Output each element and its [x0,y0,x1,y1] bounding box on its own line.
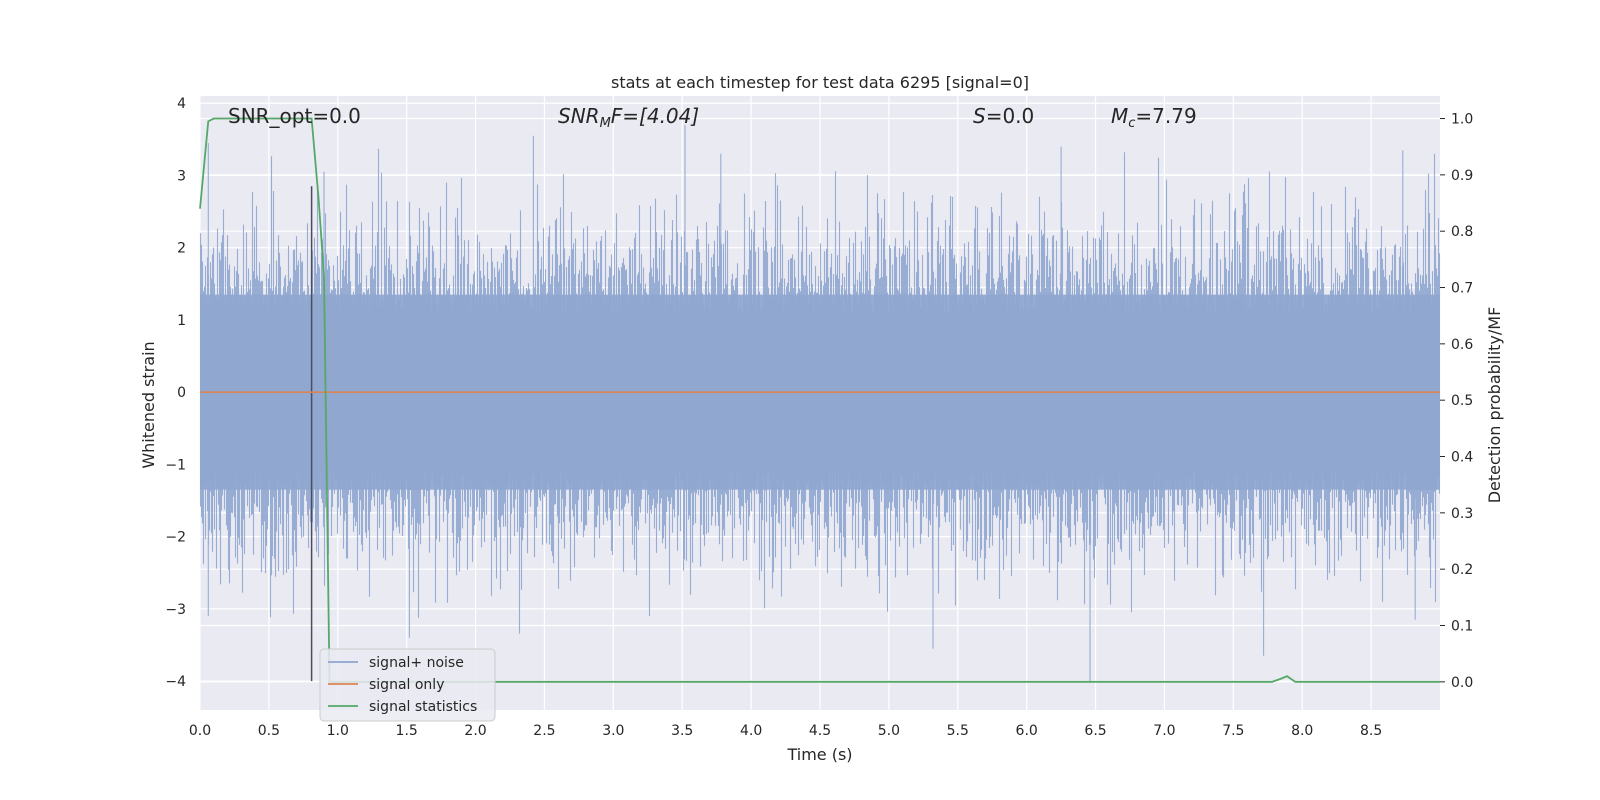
x-tick-label: 7.5 [1222,723,1244,739]
y2-tick-label: 0.6 [1451,337,1473,353]
x-tick-label: 0.0 [189,723,211,739]
x-tick-label: 3.5 [671,723,693,739]
x-tick-label: 5.5 [947,723,969,739]
signal-statistics-line [199,117,1440,683]
y-tick-label: −4 [165,674,186,690]
y2-tick-label: 0.1 [1451,619,1473,635]
x-tick-label: 8.5 [1360,723,1382,739]
y2-tick-label: 0.0 [1451,675,1473,691]
y-tick-label: 4 [177,96,186,112]
annotation-s: S=0.0 [973,104,1034,128]
x-tick-label: 4.5 [809,723,831,739]
x-tick-label: 5.0 [878,723,900,739]
y2-tick-labels: 1.0 0.9 0.8 0.7 0.6 0.5 0.4 0.3 0.2 0.1 0.0 [1440,112,1473,691]
y-tick-label: 0 [177,385,186,401]
y-tick-labels: 4 3 2 1 0 −1 −2 −3 −4 [165,96,186,690]
y2-tick-label: 0.7 [1451,281,1473,297]
annotation-snr-mf: SNRMF=[4.04] [558,104,699,131]
y-tick-label: 3 [177,168,186,184]
x-tick-label: 0.5 [258,723,280,739]
y-tick-label: −1 [165,457,186,473]
x-tick-label: 7.0 [1153,723,1175,739]
chart-title: stats at each timestep for test data 629… [611,73,1029,92]
x-tick-label: 6.5 [1084,723,1106,739]
y2-tick-label: 1.0 [1451,112,1473,128]
y2-tick-label: 0.3 [1451,506,1473,522]
x-tick-label: 2.5 [533,723,555,739]
legend: signal+ noise signal only signal statist… [319,648,496,722]
annotation-mc: Mc=7.79 [1111,104,1197,131]
y-tick-label: −2 [165,530,186,546]
y-axis-label: Whitened strain [139,341,158,468]
annotation-snr-opt: SNR_opt=0.0 [228,104,361,128]
y-tick-label: −3 [165,602,186,618]
legend-box [319,648,496,722]
x-tick-label: 1.0 [327,723,349,739]
y2-tick-label: 0.8 [1451,224,1473,240]
x-tick-label: 6.0 [1016,723,1038,739]
y-tick-label: 1 [177,313,186,329]
y2-tick-label: 0.2 [1451,562,1473,578]
x-tick-label: 1.5 [396,723,418,739]
series-lines [199,117,1440,683]
x-tick-label: 2.0 [464,723,486,739]
legend-label-noise: signal+ noise [369,655,464,671]
y2-tick-label: 0.5 [1451,393,1473,409]
legend-label-statistics: signal statistics [369,699,477,715]
x-tick-label: 4.0 [740,723,762,739]
y2-axis-label: Detection probability/MF [1485,307,1504,504]
y2-tick-label: 0.4 [1451,450,1473,466]
x-axis-label: Time (s) [786,745,852,764]
x-tick-label: 8.0 [1291,723,1313,739]
x-tick-label: 3.0 [602,723,624,739]
y-tick-label: 2 [177,241,186,257]
y2-tick-label: 0.9 [1451,168,1473,184]
x-tick-labels: 0.0 0.5 1.0 1.5 2.0 2.5 3.0 3.5 4.0 4.5 5.0 5.5 6.0 6… [189,723,1382,739]
legend-label-signal: signal only [369,677,444,693]
